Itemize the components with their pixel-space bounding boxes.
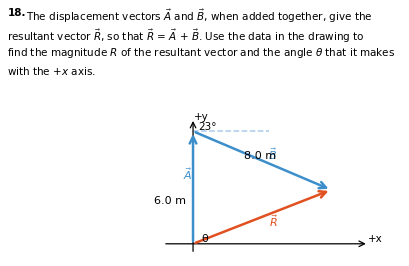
Text: The displacement vectors $\vec{A}$ and $\vec{B}$, when added together, give the: The displacement vectors $\vec{A}$ and $…	[26, 8, 372, 26]
Text: θ: θ	[201, 234, 208, 244]
Text: resultant vector $\vec{R}$, so that $\vec{R}$ = $\vec{A}$ + $\vec{B}$. Use the d: resultant vector $\vec{R}$, so that $\ve…	[7, 27, 365, 45]
Text: +x: +x	[368, 235, 382, 244]
Text: with the +$x$ axis.: with the +$x$ axis.	[7, 65, 96, 77]
Text: $\vec{R}$: $\vec{R}$	[269, 213, 278, 229]
Text: find the magnitude $R$ of the resultant vector and the angle $\theta$ that it ma: find the magnitude $R$ of the resultant …	[7, 46, 396, 60]
Text: 6.0 m: 6.0 m	[154, 196, 186, 206]
Text: $\vec{B}$: $\vec{B}$	[268, 147, 277, 163]
Text: 23°: 23°	[198, 122, 217, 132]
Text: $\vec{A}$: $\vec{A}$	[183, 166, 193, 182]
Text: 18.: 18.	[7, 8, 26, 18]
Text: 8.0 m: 8.0 m	[244, 151, 276, 161]
Text: +y: +y	[194, 112, 209, 122]
